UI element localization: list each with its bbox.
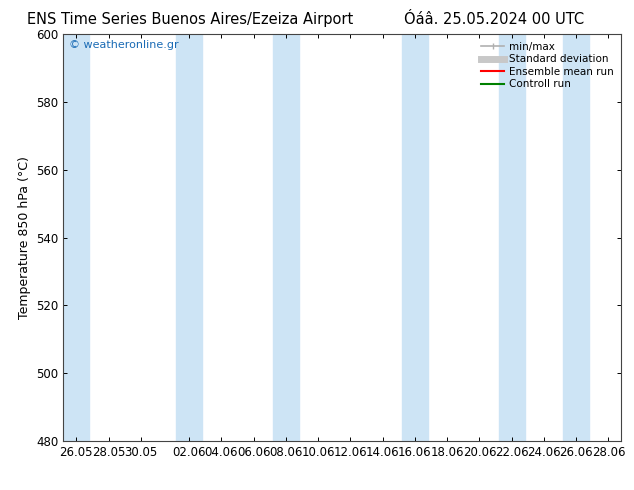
Text: © weatheronline.gr: © weatheronline.gr <box>69 40 179 50</box>
Bar <box>63 34 89 441</box>
Text: Óáâ. 25.05.2024 00 UTC: Óáâ. 25.05.2024 00 UTC <box>404 12 585 27</box>
Bar <box>176 34 202 441</box>
Text: ENS Time Series Buenos Aires/Ezeiza Airport: ENS Time Series Buenos Aires/Ezeiza Airp… <box>27 12 353 27</box>
Bar <box>563 34 589 441</box>
Bar <box>499 34 524 441</box>
Y-axis label: Temperature 850 hPa (°C): Temperature 850 hPa (°C) <box>18 156 30 319</box>
Legend: min/max, Standard deviation, Ensemble mean run, Controll run: min/max, Standard deviation, Ensemble me… <box>479 40 616 92</box>
Bar <box>402 34 428 441</box>
Bar <box>273 34 299 441</box>
